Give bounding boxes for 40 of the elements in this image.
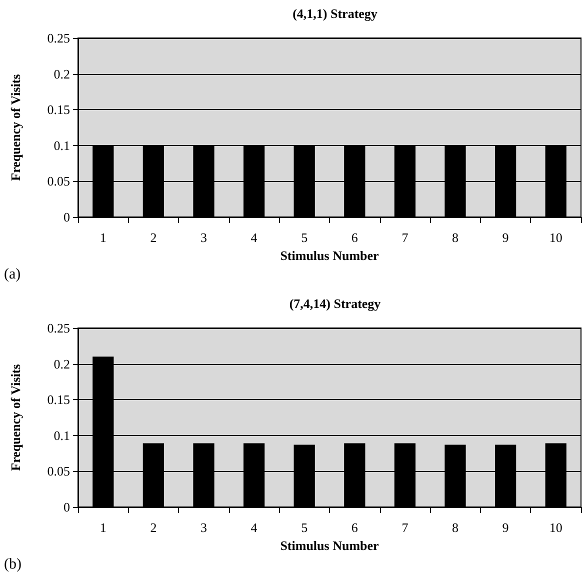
chart-title: (4,1,1) Strategy (292, 6, 378, 21)
y-tick-label: 0.15 (47, 102, 70, 118)
x-tick-label: 3 (200, 230, 207, 245)
chart-title: (7,4,14) Strategy (289, 296, 382, 311)
x-tick-label: 7 (402, 520, 409, 535)
x-tick-label: 6 (351, 230, 358, 245)
x-tick-label: 7 (402, 230, 409, 245)
y-tick-label: 0.2 (54, 66, 70, 82)
x-tick-label: 4 (250, 230, 258, 245)
y-axis-title: Frequency of Visits (8, 364, 23, 471)
text: (a) (4, 266, 21, 282)
y-tick-label: 0 (64, 210, 70, 224)
y-tick-label: 0.25 (47, 30, 70, 46)
y-tick-label: 0.2 (54, 356, 70, 372)
y-tick-label: 0.15 (47, 392, 70, 408)
x-tick-label: 3 (200, 520, 207, 535)
y-tick-label: 0.05 (47, 174, 70, 189)
x-tick-label: 10 (549, 230, 562, 245)
x-tick-label: 5 (301, 520, 308, 535)
x-tick-label: 9 (502, 520, 509, 535)
x-tick-label: 6 (351, 520, 358, 535)
x-tick-label: 1 (100, 520, 106, 535)
x-tick-label: 10 (549, 520, 562, 535)
x-tick-label: 5 (301, 230, 308, 245)
y-axis-title: Frequency of Visits (8, 74, 23, 181)
y-tick-label: 0.1 (54, 428, 70, 443)
y-tick-label: 0.05 (47, 464, 70, 479)
x-tick-label: 1 (100, 230, 106, 245)
x-tick-label: 4 (250, 520, 258, 535)
text: (b) (4, 556, 22, 572)
x-tick-label: 2 (150, 230, 157, 245)
x-axis-title: Stimulus Number (280, 248, 380, 263)
y-tick-label: 0.1 (54, 138, 70, 153)
x-tick-label: 9 (502, 230, 509, 245)
x-tick-label: 8 (452, 230, 458, 245)
x-tick-label: 8 (452, 520, 458, 535)
x-axis-title: Stimulus Number (280, 538, 380, 553)
x-tick-label: 2 (150, 520, 157, 535)
y-tick-label: 0 (64, 500, 70, 514)
y-tick-label: 0.25 (47, 320, 70, 336)
